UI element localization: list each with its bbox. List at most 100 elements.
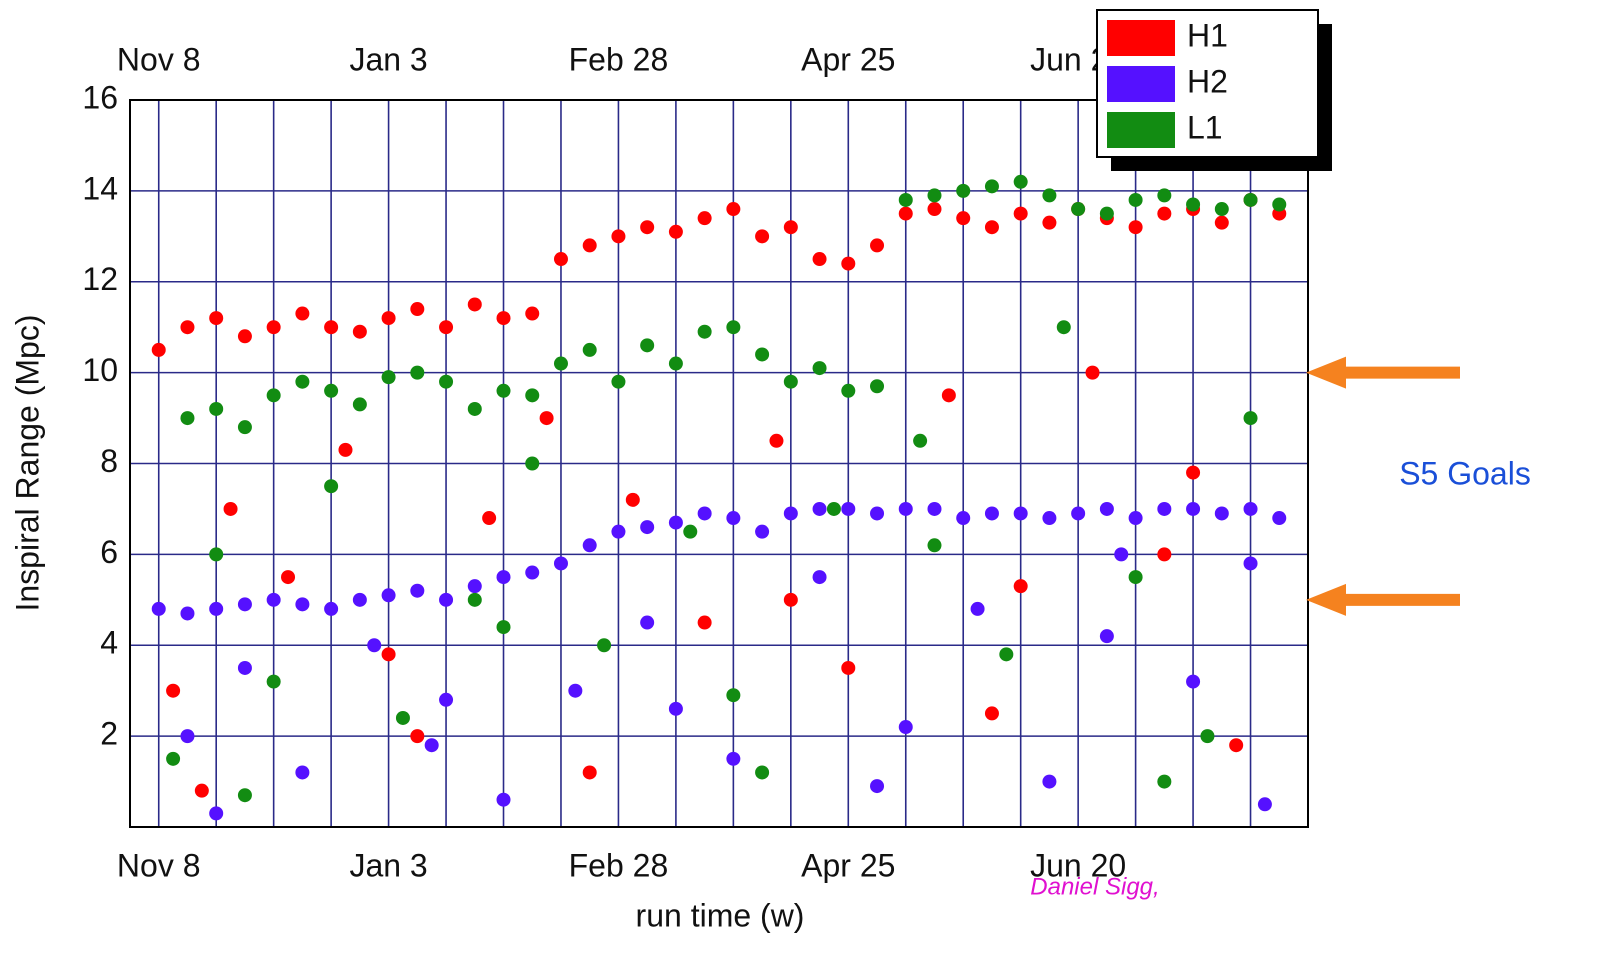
- point: [1186, 197, 1201, 212]
- point: [582, 538, 597, 553]
- point: [1099, 501, 1114, 516]
- point: [898, 720, 913, 735]
- x-tick-label: Nov 8: [117, 847, 201, 883]
- point: [984, 179, 999, 194]
- point: [582, 765, 597, 780]
- point: [568, 683, 583, 698]
- point: [1013, 206, 1028, 221]
- point: [1056, 320, 1071, 335]
- point: [597, 638, 612, 653]
- point: [984, 220, 999, 235]
- y-tick-label: 4: [100, 625, 118, 661]
- point: [1157, 188, 1172, 203]
- point: [180, 606, 195, 621]
- point: [783, 220, 798, 235]
- x-tick-label: Jan 3: [349, 847, 427, 883]
- point: [1186, 674, 1201, 689]
- point: [1013, 506, 1028, 521]
- point: [640, 338, 655, 353]
- point: [410, 729, 425, 744]
- point: [352, 397, 367, 412]
- point: [1042, 774, 1057, 789]
- goal-arrowhead: [1306, 583, 1346, 616]
- point: [1157, 501, 1172, 516]
- point: [755, 765, 770, 780]
- point: [726, 320, 741, 335]
- point: [668, 701, 683, 716]
- point: [1128, 511, 1143, 526]
- point: [338, 442, 353, 457]
- point: [625, 492, 640, 507]
- point: [1186, 465, 1201, 480]
- point: [898, 192, 913, 207]
- legend-swatch: [1107, 66, 1175, 102]
- point: [424, 738, 439, 753]
- point: [941, 388, 956, 403]
- point: [783, 592, 798, 607]
- point: [180, 729, 195, 744]
- point: [482, 511, 497, 526]
- point: [1071, 506, 1086, 521]
- point: [1013, 579, 1028, 594]
- point: [1099, 206, 1114, 221]
- point: [927, 188, 942, 203]
- point: [898, 206, 913, 221]
- point: [237, 420, 252, 435]
- point: [668, 515, 683, 530]
- point: [870, 379, 885, 394]
- point: [611, 524, 626, 539]
- point: [755, 347, 770, 362]
- point: [984, 706, 999, 721]
- point: [1186, 501, 1201, 516]
- point: [812, 570, 827, 585]
- y-tick-label: 8: [100, 443, 118, 479]
- point: [266, 388, 281, 403]
- point: [352, 324, 367, 339]
- point: [726, 751, 741, 766]
- point: [467, 579, 482, 594]
- point: [956, 211, 971, 226]
- point: [870, 506, 885, 521]
- point: [984, 506, 999, 521]
- y-tick-label: 12: [82, 261, 118, 297]
- point: [381, 370, 396, 385]
- point: [553, 556, 568, 571]
- point: [324, 320, 339, 335]
- point: [913, 433, 928, 448]
- y-tick-label: 14: [82, 170, 118, 206]
- point: [467, 401, 482, 416]
- point: [1214, 202, 1229, 217]
- point: [1243, 192, 1258, 207]
- point: [496, 311, 511, 326]
- point: [439, 320, 454, 335]
- point: [395, 710, 410, 725]
- point: [841, 501, 856, 516]
- point: [553, 356, 568, 371]
- point: [582, 342, 597, 357]
- point: [439, 374, 454, 389]
- y-tick-label: 6: [100, 534, 118, 570]
- point: [237, 660, 252, 675]
- point: [582, 238, 597, 253]
- legend-label: L1: [1187, 109, 1223, 145]
- plot-frame: [129, 99, 1309, 828]
- x-tick-label-top: Feb 28: [569, 41, 669, 77]
- point: [324, 479, 339, 494]
- grid: [130, 99, 1308, 827]
- y-axis-label: Inspiral Range (Mpc): [9, 315, 45, 612]
- point: [1099, 629, 1114, 644]
- point: [1272, 511, 1287, 526]
- point: [1128, 570, 1143, 585]
- point: [1243, 501, 1258, 516]
- point: [209, 401, 224, 416]
- point: [295, 597, 310, 612]
- point: [1013, 174, 1028, 189]
- point: [1085, 365, 1100, 380]
- point: [209, 547, 224, 562]
- point: [381, 311, 396, 326]
- point: [410, 583, 425, 598]
- point: [209, 601, 224, 616]
- point: [611, 374, 626, 389]
- credit: Daniel Sigg,: [1030, 873, 1159, 900]
